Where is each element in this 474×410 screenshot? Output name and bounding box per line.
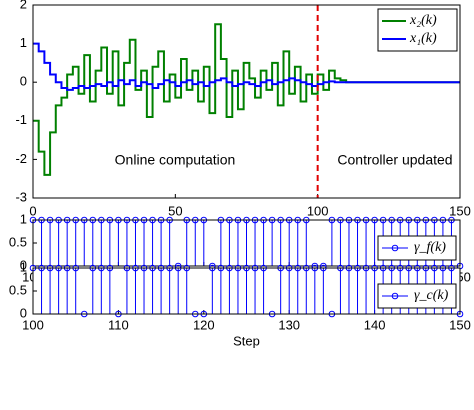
- y-tick-label: 1: [20, 35, 27, 50]
- annotation: Controller updated: [337, 152, 452, 168]
- y-tick-label: -1: [15, 112, 27, 127]
- series-line: [33, 42, 460, 91]
- x-tick-label: 110: [108, 317, 129, 332]
- y-tick-label: 1: [20, 211, 27, 226]
- legend-label: x₂(k): [409, 13, 437, 28]
- y-tick-label: 0.5: [9, 234, 27, 249]
- legend-marker: [391, 292, 399, 300]
- x-tick-label: 100: [22, 317, 44, 332]
- legend-label: x₁(k): [409, 31, 437, 46]
- legend-label: γ_c(k): [414, 288, 449, 303]
- y-tick-label: -2: [15, 151, 27, 166]
- y-tick-label: 0.5: [9, 282, 27, 297]
- x-tick-label: 130: [278, 317, 300, 332]
- axes-frame: [32, 4, 461, 199]
- axes-frame: [32, 267, 461, 315]
- y-tick-label: 1: [20, 259, 27, 274]
- legend-marker: [391, 244, 399, 252]
- x-tick-label: 120: [193, 317, 215, 332]
- y-tick-label: 0: [20, 74, 27, 89]
- annotation: Online computation: [115, 152, 236, 168]
- series-line: [33, 23, 460, 176]
- y-tick-label: 2: [20, 0, 27, 11]
- y-tick-label: -3: [15, 189, 27, 204]
- legend-label: γ_f(k): [414, 240, 446, 255]
- x-tick-label: 150: [449, 317, 471, 332]
- axes-frame: [32, 219, 461, 267]
- x-tick-label: 50: [168, 203, 182, 218]
- y-tick-label: 0: [20, 257, 27, 272]
- y-tick-label: 0: [20, 305, 27, 320]
- x-axis-label: Step: [233, 333, 260, 348]
- x-tick-label: 0: [29, 203, 36, 218]
- legend-box: [377, 8, 458, 52]
- x-tick-label: 150: [449, 203, 471, 218]
- x-tick-label: 100: [307, 203, 329, 218]
- subplot: -3 -2 -1 0 1 2 0 50 100 150 Online computation Cont…: [15, 0, 470, 218]
- x-tick-label: 140: [364, 317, 386, 332]
